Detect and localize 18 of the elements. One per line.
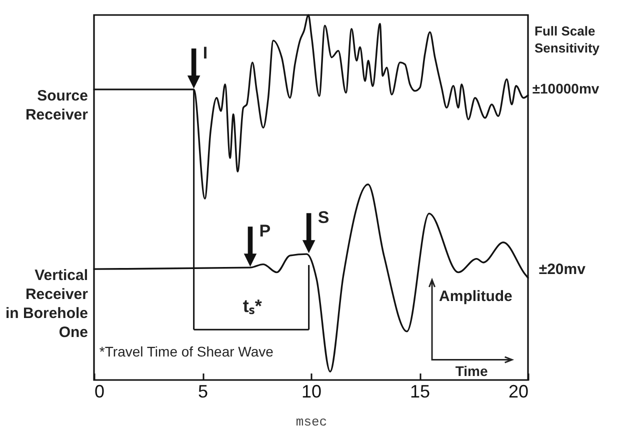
series-label: Vertical Receiver in Borehole One	[5, 267, 88, 342]
x-tick-label: 10	[301, 382, 322, 402]
x-tick-label: 20	[508, 382, 528, 402]
text: ±10000mv	[532, 80, 600, 96]
text: ±20mv	[538, 261, 586, 278]
series-label: Source Receiver	[25, 87, 88, 124]
annotation: I	[202, 43, 208, 62]
annotation: Amplitude	[439, 288, 512, 306]
text: Full Scale Sensitivity	[534, 23, 600, 56]
annotation: tₛ*	[242, 296, 262, 316]
x-axis-title: msec	[296, 414, 328, 430]
x-tick-label: 0	[94, 382, 105, 402]
x-tick-label: 15	[410, 382, 430, 402]
annotation: Time	[455, 362, 488, 379]
annotation: *Travel Time of Shear Wave	[99, 344, 274, 360]
annotation: P	[259, 222, 271, 241]
x-tick-label: 5	[198, 382, 208, 402]
annotation: S	[318, 208, 330, 228]
